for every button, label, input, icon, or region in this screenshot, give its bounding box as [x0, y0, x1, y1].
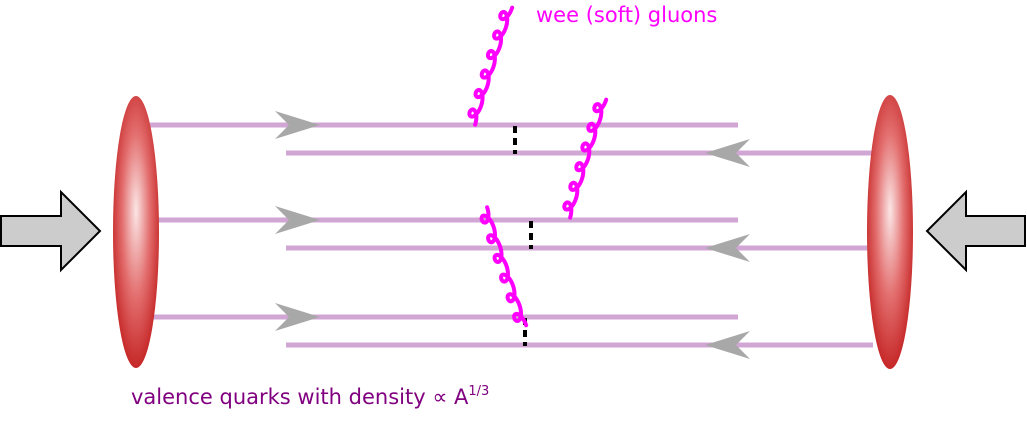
quarks-label: valence quarks with density ∝ A1/3: [131, 385, 489, 408]
right-nucleus-icon: [867, 95, 913, 369]
gluons-label: wee (soft) gluons: [536, 3, 718, 27]
gluon-line-icon: [479, 205, 529, 328]
left-beam-arrow-icon: [0, 189, 102, 273]
quarks-label-exponent: 1/3: [468, 384, 490, 399]
gluon-line-icon: [562, 97, 609, 220]
gluons: [467, 5, 609, 328]
left-arrow-head-icon: [705, 234, 750, 262]
arrow-heads: [275, 111, 750, 359]
right-arrow-head-icon: [275, 111, 320, 139]
left-arrow-head-icon: [705, 331, 750, 359]
right-arrow-head-icon: [275, 303, 320, 331]
right-beam-arrow-icon: [925, 189, 1026, 273]
left-arrow-head-icon: [705, 139, 750, 167]
gluon-line-icon: [467, 5, 515, 127]
left-nucleus-icon: [113, 96, 159, 368]
quark-lines: [150, 122, 873, 348]
right-arrow-head-icon: [275, 206, 320, 234]
quarks-label-text: valence quarks with density ∝ A: [131, 385, 469, 409]
